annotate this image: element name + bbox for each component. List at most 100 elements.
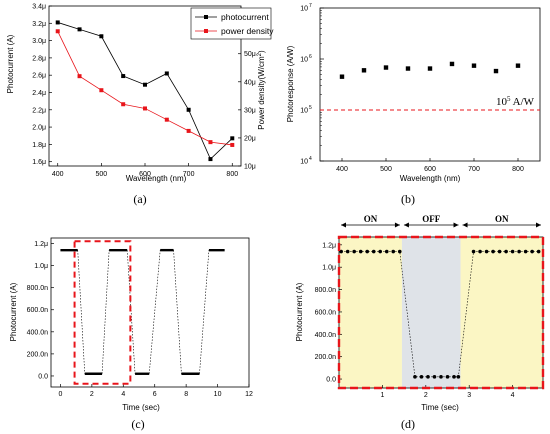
chart-d-point [523, 249, 528, 254]
chart-d-point [378, 249, 383, 254]
chart-d-y-tick-label: 1.2μ [322, 242, 336, 249]
chart-d-y-tick-label: 800.0n [315, 287, 337, 294]
chart-b-y-tick-label: 10 [300, 108, 308, 115]
chart-d-highlight-frame [337, 235, 545, 390]
chart-d-point [432, 375, 437, 379]
chart-a-point [164, 71, 169, 76]
chart-b-point [405, 66, 411, 71]
chart-c-plot: 0 2 4 6 8 10 12 0.0 200.0n 400.0n 600.0n 800.0n 1.0μ… [27, 237, 253, 398]
chart-a-y2-axis-label: Power density(W/cm2) [257, 50, 266, 130]
chart-a-y-tick-label: 1.8μ [32, 142, 46, 149]
chart-d-point [484, 249, 489, 254]
chart-d-y-tick-label: 1.0μ [322, 265, 336, 272]
chart-d-point [491, 249, 495, 254]
chart-d-region-bg [339, 237, 402, 388]
chart-b-point [339, 74, 345, 79]
chart-d-region-bg [460, 237, 543, 388]
chart-b-x-tick-label: 500 [380, 166, 392, 173]
chart-d-x-axis-label: Time (sec) [421, 403, 459, 412]
chart-d-point [371, 249, 376, 254]
chart-d-point [426, 375, 430, 379]
chart-c-transition [77, 250, 86, 374]
y2-label-close: ) [257, 50, 266, 53]
chart-c-y-axis-label: Photocurrent (A) [9, 282, 18, 341]
chart-b-point [427, 66, 433, 71]
chart-d-y-tick-label: 400.0n [315, 332, 337, 339]
chart-d-plot: ON OFF ON 1 2 3 4 0.0 200.0n 400.0n 600.0n 800.0n 1.… [315, 214, 545, 399]
y2-label-main: Power density(W/cm [257, 56, 266, 130]
chart-c-y-tick-label: 1.2μ [34, 241, 48, 248]
chart-a-point [143, 82, 147, 87]
chart-c-y-tick-label: 800.0n [27, 285, 49, 292]
chart-a-point [164, 117, 169, 122]
ref-label-unit: A/W [511, 96, 535, 108]
panel-c: Photocurrent (A) Time (sec) (c) [9, 282, 160, 431]
chart-d-point [419, 375, 424, 379]
chart-a-point [121, 102, 126, 107]
ref-label-base: 10 [496, 96, 508, 108]
chart-d-x-tick-label: 3 [467, 392, 471, 399]
chart-a-y-tick-label: 1.6μ [32, 159, 46, 166]
chart-a-y-tick-label: 2.0μ [32, 125, 46, 132]
chart-a-y2-tick-label: 20μ [244, 135, 256, 142]
chart-c-x-tick-label: 4 [121, 391, 125, 398]
chart-d-arrowhead-left [462, 222, 468, 228]
chart-b-caption: (b) [401, 192, 415, 206]
chart-c-transition [199, 250, 210, 374]
chart-a-point [208, 140, 213, 145]
chart-d-point [456, 375, 461, 379]
chart-d-region-label: ON [495, 214, 509, 224]
chart-c-frame [50, 237, 250, 388]
chart-d-caption: (d) [401, 417, 415, 431]
chart-c-y-tick-label: 600.0n [27, 307, 49, 314]
chart-a-point [55, 29, 60, 34]
chart-c-highlight-box [73, 240, 132, 385]
legend-label-photocurrent: photocurrent [221, 12, 269, 22]
chart-b-point [361, 68, 367, 73]
chart-b-point [493, 68, 499, 74]
chart-a-x-tick-label: 400 [52, 171, 64, 178]
chart-a-y2-tick-label: 10μ [244, 164, 256, 171]
chart-c-x-tick-label: 6 [153, 391, 157, 398]
chart-a-y-tick-label: 2.6μ [32, 73, 46, 80]
chart-d-arrowhead-right [394, 222, 400, 228]
chart-c-x-tick-label: 0 [58, 391, 62, 398]
chart-d-arrowhead-left [403, 222, 409, 228]
chart-a-point [99, 88, 104, 93]
chart-c-y-tick-label: 400.0n [27, 329, 49, 336]
chart-b-x-axis-label: Wavelength (nm) [400, 174, 461, 183]
chart-c-y-tick-label: 0.0 [38, 373, 48, 380]
panel-d: Photocurrent (A) Time (sec) (d) [295, 282, 459, 431]
chart-a-point [77, 74, 82, 79]
chart-d-point [365, 249, 370, 254]
chart-b-point [383, 65, 389, 70]
chart-a-y-tick-label: 3.4μ [32, 4, 46, 11]
chart-a-y2-tick-label: 40μ [244, 79, 256, 86]
y2-label-sup: 2 [257, 52, 263, 56]
chart-a-y2-label-text: Power density(W/cm2) [257, 50, 266, 130]
chart-a-y-tick-label: 2.4μ [32, 90, 46, 97]
chart-a-point [55, 20, 60, 25]
chart-d-point [339, 249, 343, 254]
chart-a-series-line-1 [57, 31, 233, 146]
chart-c-y-tick-label: 200.0n [27, 351, 49, 358]
chart-b-y-tick-exp: 4 [309, 156, 312, 162]
chart-d-point [530, 249, 534, 254]
chart-d-arrowhead-right [453, 222, 459, 228]
chart-a-caption: (a) [133, 192, 146, 206]
legend-label-power-density: power density [221, 26, 274, 36]
chart-a-point [77, 27, 82, 32]
chart-a-x-tick-label: 800 [226, 171, 238, 178]
chart-d-x-tick-label: 4 [511, 392, 515, 399]
legend-box [190, 7, 272, 40]
chart-a-point [121, 74, 126, 79]
chart-c-x-tick-label: 10 [214, 391, 222, 398]
chart-d-point [497, 249, 502, 254]
chart-d-point [504, 249, 508, 254]
chart-d-point [391, 249, 396, 254]
chart-a-point [99, 34, 104, 39]
chart-d-y-tick-label: 0.0 [326, 377, 336, 384]
chart-b-point [515, 63, 521, 68]
